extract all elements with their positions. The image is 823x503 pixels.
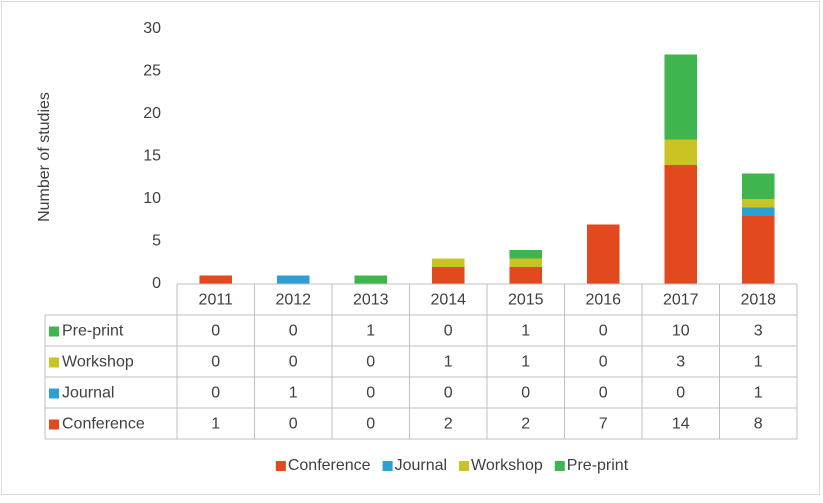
table-cell: 0	[289, 323, 298, 340]
table-cell: 0	[211, 323, 220, 340]
legend-label: Conference	[288, 457, 371, 474]
table-cell: 2	[521, 416, 530, 433]
bar-segment	[664, 54, 698, 140]
bar-segment	[509, 250, 543, 259]
y-tick-label: 0	[152, 275, 161, 292]
bar-segment	[509, 258, 543, 267]
table-row-label: Journal	[62, 385, 114, 402]
table-row-label: Pre-print	[62, 323, 124, 340]
legend-label: Workshop	[471, 457, 543, 474]
table-cell: 0	[289, 416, 298, 433]
table-cell: 0	[444, 323, 453, 340]
x-tick-label: 2018	[740, 292, 776, 309]
table-cell: 2	[444, 416, 453, 433]
y-axis-label: Number of studies	[36, 92, 53, 222]
table-cell: 0	[289, 354, 298, 371]
table-cell: 1	[754, 354, 763, 371]
x-tick-label: 2015	[508, 292, 544, 309]
table-cell: 1	[754, 385, 763, 402]
table-cell: 0	[366, 354, 375, 371]
table-cell: 14	[672, 416, 690, 433]
legend-key	[382, 461, 393, 471]
table-cell: 10	[672, 323, 690, 340]
y-tick-label: 30	[143, 20, 161, 37]
bar-segment	[586, 224, 620, 284]
table-cell: 1	[444, 354, 453, 371]
y-tick-label: 10	[143, 190, 161, 207]
bar-segment	[664, 139, 698, 165]
x-tick-label: 2012	[275, 292, 311, 309]
table-cell: 0	[366, 385, 375, 402]
table-row-label: Conference	[62, 416, 145, 433]
table-cell: 1	[289, 385, 298, 402]
table-cell: 0	[211, 354, 220, 371]
bar-segment	[741, 199, 775, 208]
table-cell: 3	[676, 354, 685, 371]
y-tick-label: 20	[143, 105, 161, 122]
bar-segment	[741, 173, 775, 199]
table-legend-key	[49, 357, 59, 368]
y-tick-label: 5	[152, 233, 161, 250]
bar-segment	[741, 216, 775, 284]
table-cell: 1	[211, 416, 220, 433]
table-cell: 1	[521, 354, 530, 371]
x-tick-label: 2014	[430, 292, 466, 309]
table-legend-key	[49, 388, 59, 399]
table-cell: 0	[366, 416, 375, 433]
bar-segment	[431, 267, 465, 284]
x-tick-label: 2013	[353, 292, 389, 309]
bar-segment	[354, 275, 388, 284]
table-legend-key	[49, 326, 59, 337]
legend-label: Pre-print	[567, 457, 629, 474]
legend-key	[554, 461, 565, 471]
bar-segment	[199, 275, 233, 284]
table-cell: 0	[211, 385, 220, 402]
table-cell: 0	[676, 385, 685, 402]
legend-key	[459, 461, 470, 471]
bar-segment	[276, 275, 310, 284]
bar-segment	[509, 267, 543, 284]
x-tick-label: 2017	[663, 292, 699, 309]
table-row-label: Workshop	[62, 354, 134, 371]
table-cell: 1	[366, 323, 375, 340]
legend: Conference Journal Workshop Pre-print	[275, 457, 629, 474]
table-cell: 0	[599, 354, 608, 371]
y-tick-label: 15	[143, 148, 161, 165]
y-tick-label: 25	[143, 63, 161, 80]
x-tick-label: 2016	[585, 292, 621, 309]
bar-segment	[431, 258, 465, 267]
table-cell: 8	[754, 416, 763, 433]
bar-segment	[664, 165, 698, 284]
table-cell: 0	[444, 385, 453, 402]
table-cell: 0	[599, 385, 608, 402]
table-cell: 0	[521, 385, 530, 402]
table-cell: 3	[754, 323, 763, 340]
legend-key	[275, 461, 286, 471]
legend-label: Journal	[395, 457, 447, 474]
table-cell: 0	[599, 323, 608, 340]
table-legend-key	[49, 419, 59, 430]
bar-segment	[741, 207, 775, 216]
table-cell: 7	[599, 416, 608, 433]
table-cell: 1	[521, 323, 530, 340]
x-tick-label: 2011	[199, 292, 234, 309]
